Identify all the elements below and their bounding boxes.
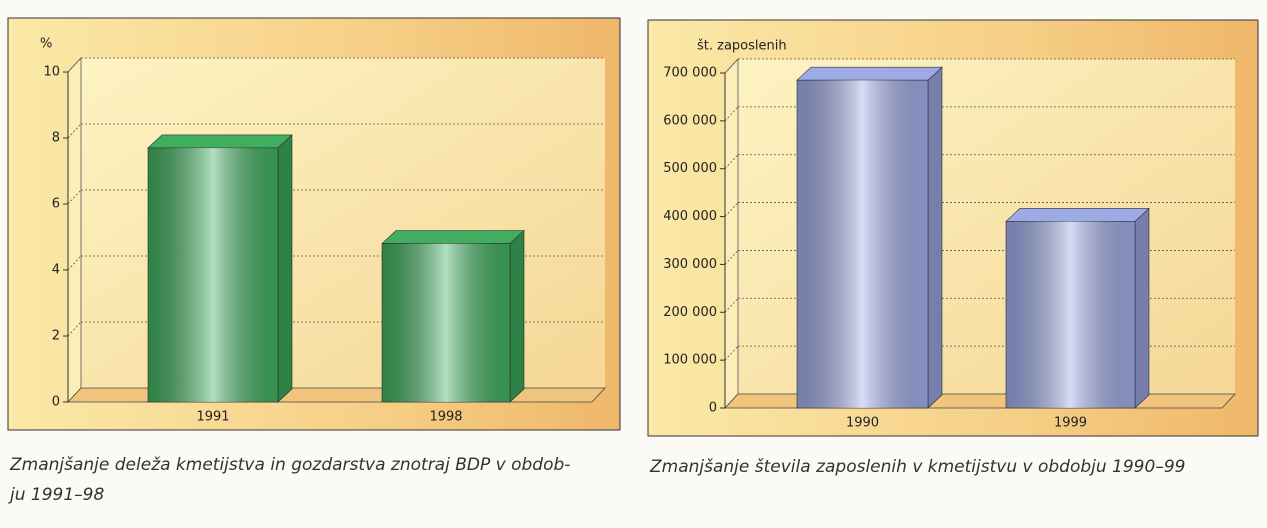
x-tick-label: 1990 xyxy=(846,416,879,431)
y-tick-label: 0 xyxy=(52,395,60,410)
x-tick-label: 1999 xyxy=(1054,416,1087,431)
x-tick-label: 1998 xyxy=(429,410,462,425)
caption: Zmanjšanje števila zaposlenih v kmetijst… xyxy=(649,457,1185,477)
grid-connector xyxy=(724,345,739,361)
y-axis-label: % xyxy=(40,37,52,52)
bar-side-shade xyxy=(928,67,942,408)
bar-side-shade xyxy=(510,230,524,402)
grid-connector xyxy=(67,57,82,73)
grid-connector xyxy=(67,123,82,139)
bar-top xyxy=(147,134,293,149)
bar-top xyxy=(796,66,943,81)
grid-connector xyxy=(67,255,82,271)
y-axis-label: št. zaposlenih xyxy=(697,39,787,54)
y-tick-label: 6 xyxy=(52,197,60,212)
y-tick-label: 300 000 xyxy=(663,257,717,272)
grid-connector xyxy=(67,189,82,205)
bar-shine xyxy=(797,80,928,408)
y-tick-label: 500 000 xyxy=(663,161,717,176)
y-tick-label: 0 xyxy=(709,401,717,416)
y-tick-label: 8 xyxy=(52,131,60,146)
x-tick-label: 1991 xyxy=(196,410,229,425)
y-tick-label: 400 000 xyxy=(663,209,717,224)
side-wall xyxy=(724,57,739,410)
bar-side-shade xyxy=(278,134,292,402)
bar-shine xyxy=(1006,221,1135,408)
caption: Zmanjšanje deleža kmetijstva in gozdarst… xyxy=(9,455,570,475)
y-tick-label: 10 xyxy=(43,65,60,80)
grid-connector xyxy=(67,321,82,337)
y-tick-label: 600 000 xyxy=(663,113,717,128)
grid-connector xyxy=(724,250,739,265)
y-tick-label: 4 xyxy=(52,263,60,278)
bar-shine xyxy=(148,147,278,402)
y-tick-label: 2 xyxy=(52,329,60,344)
grid-connector xyxy=(724,106,739,122)
grid-connector xyxy=(724,154,739,169)
caption: ju 1991–98 xyxy=(8,485,104,505)
bar-top xyxy=(381,230,525,244)
grid-connector xyxy=(724,202,739,217)
bar-shine xyxy=(382,243,510,402)
y-tick-label: 200 000 xyxy=(663,305,717,320)
grid-connector xyxy=(724,298,739,313)
y-tick-label: 100 000 xyxy=(663,353,717,368)
side-wall xyxy=(67,56,82,404)
bar-top xyxy=(1005,208,1150,222)
grid-connector xyxy=(724,58,739,74)
bar-side-shade xyxy=(1135,208,1149,408)
y-tick-label: 700 000 xyxy=(663,66,717,81)
